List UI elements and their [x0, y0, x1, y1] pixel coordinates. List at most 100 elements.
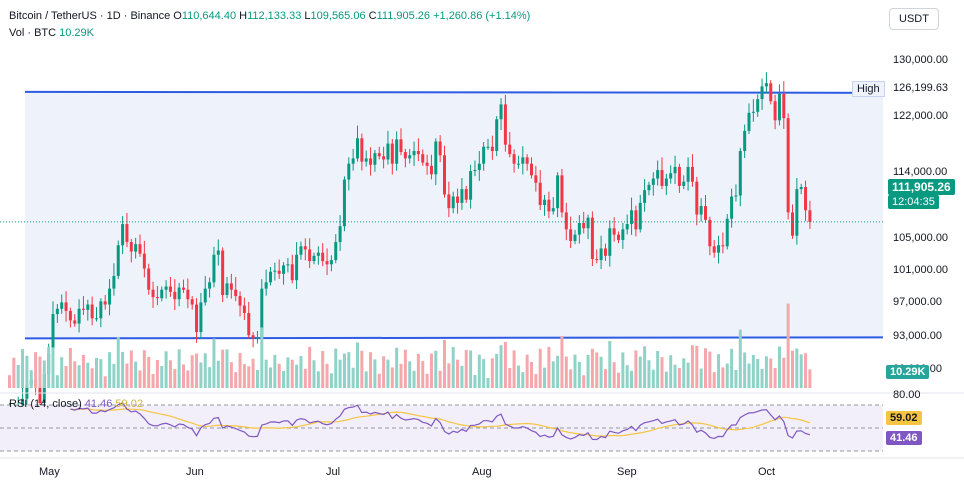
volume-bar — [399, 363, 403, 388]
volume-bar — [638, 356, 642, 388]
candle-body — [369, 158, 373, 165]
candle-body — [55, 308, 59, 315]
volume-bar — [164, 351, 168, 388]
volume-bar — [647, 360, 651, 388]
candle-body — [556, 175, 560, 209]
volume-bar — [208, 367, 212, 388]
volume-bar — [643, 346, 647, 388]
candle-body — [356, 138, 359, 159]
volume-bar — [186, 370, 190, 388]
candle-body — [551, 208, 555, 212]
volume-bar — [295, 364, 299, 388]
candle-body — [147, 268, 151, 290]
candle-body — [21, 398, 25, 407]
price-axis-tick: 130,000.00 — [893, 54, 948, 66]
volume-bar — [64, 366, 68, 388]
volume-bar — [695, 345, 699, 388]
candle-body — [791, 212, 794, 236]
rsi-legend[interactable]: RSI (14, close) 41.46 59.02 — [9, 398, 143, 410]
candle-body — [399, 139, 403, 153]
volume-bar — [286, 357, 290, 388]
candle-body — [321, 252, 325, 262]
volume-header[interactable]: Vol · BTC 10.29K — [9, 27, 94, 39]
volume-bar — [451, 346, 455, 388]
volume-bar — [68, 348, 72, 388]
volume-bar — [73, 361, 77, 388]
candle-body — [269, 271, 272, 283]
candle-body — [560, 175, 564, 213]
price-change: +1,260.86 (+1.14%) — [433, 10, 531, 22]
candle-body — [325, 261, 329, 265]
candle-body — [508, 144, 512, 155]
volume-bar — [90, 368, 94, 388]
candle-body — [638, 202, 642, 230]
symbol-header[interactable]: Bitcoin / TetherUS · 1D · Binance O110,6… — [9, 10, 530, 22]
volume-bar — [38, 356, 42, 388]
price-axis-tick: 105,000.00 — [893, 232, 948, 244]
volume-bar — [530, 361, 533, 388]
candle-body — [173, 291, 177, 300]
channel-fill — [25, 91, 883, 339]
volume-bar — [382, 356, 386, 388]
volume-bar — [786, 303, 790, 388]
volume-bar — [738, 329, 742, 388]
volume-bar — [182, 364, 185, 388]
volume-bar — [29, 370, 33, 388]
candle-body — [456, 196, 460, 203]
candle-body — [664, 178, 668, 186]
volume-bar — [516, 365, 520, 388]
candle-body — [603, 248, 607, 256]
volume-bar — [225, 349, 229, 388]
rsi-line — [70, 402, 811, 441]
volume-bar — [160, 366, 164, 388]
candle-body — [73, 320, 77, 324]
candle-body — [316, 252, 320, 256]
candle-body — [808, 210, 812, 222]
volume-bar — [282, 371, 286, 388]
candle-body — [77, 308, 81, 324]
candle-body — [495, 119, 499, 151]
candle-body — [68, 310, 72, 321]
candle-body — [577, 223, 581, 235]
volume-bar — [329, 373, 333, 388]
volume-bar — [773, 368, 777, 388]
candle-body — [421, 154, 425, 163]
volume-bar — [351, 367, 355, 388]
time-axis-label: May — [39, 466, 60, 478]
volume-bar — [699, 368, 703, 388]
volume-bar — [469, 350, 473, 388]
candle-body — [360, 138, 364, 162]
volume-bar — [277, 363, 281, 388]
candle-body — [282, 265, 286, 274]
volume-value: 10.29K — [59, 27, 95, 39]
volume-bar — [704, 348, 707, 388]
volume-bar — [734, 369, 738, 388]
time-axis-label: Jun — [186, 466, 204, 478]
volume-bar — [782, 357, 786, 388]
candle-body — [756, 99, 760, 112]
volume-bar — [569, 369, 573, 388]
rsi-value-tag: 41.46 — [886, 431, 922, 445]
candle-body — [95, 318, 98, 320]
symbol-title[interactable]: Bitcoin / TetherUS · 1D · Binance — [9, 10, 171, 22]
volume-bar — [138, 370, 142, 388]
volume-bar — [525, 354, 529, 388]
volume-bar — [804, 353, 808, 388]
candle-body — [734, 195, 738, 197]
candle-body — [630, 210, 634, 225]
candle-body — [177, 287, 181, 300]
candle-body — [64, 302, 68, 311]
candle-body — [608, 228, 612, 256]
volume-bar — [364, 371, 368, 388]
candle-body — [625, 224, 629, 230]
volume-bar — [664, 371, 668, 388]
candle-body — [690, 166, 694, 182]
currency-unit-button[interactable]: USDT — [889, 8, 939, 30]
volume-bar — [325, 363, 329, 388]
volume-bar — [464, 349, 468, 388]
candle-body — [586, 217, 590, 229]
candle-body — [795, 189, 799, 236]
candle-body — [151, 289, 155, 298]
volume-bar — [582, 375, 586, 388]
